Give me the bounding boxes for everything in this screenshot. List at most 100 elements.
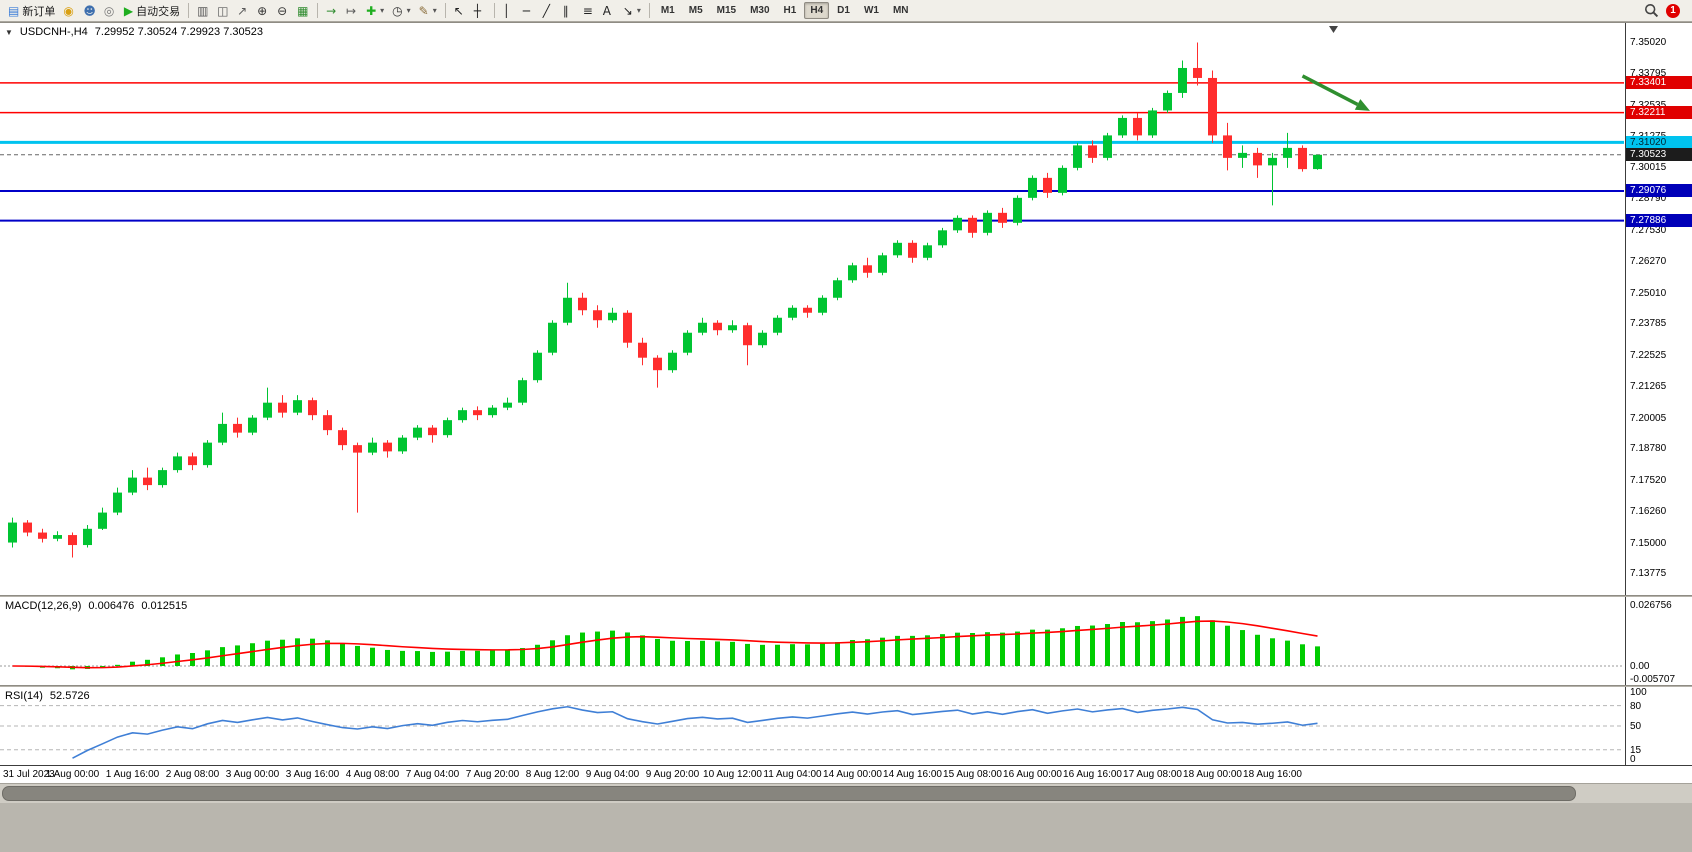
- tile-windows-button[interactable]: ▦: [293, 2, 313, 20]
- auto-scroll-button[interactable]: →: [322, 2, 342, 20]
- time-tick-label: 17 Aug 08:00: [1123, 769, 1182, 780]
- timeframe-h1-button[interactable]: H1: [783, 5, 797, 16]
- text-button[interactable]: A: [599, 2, 619, 20]
- chart-shift-icon: ↦: [346, 3, 357, 18]
- panel-separator[interactable]: [0, 595, 1692, 597]
- price-tick-label: 7.30015: [1630, 162, 1667, 174]
- indicators-button[interactable]: ✚ ▾: [362, 2, 388, 20]
- zoom-in-button[interactable]: ⊕: [253, 2, 273, 20]
- price-tick-label: 7.22525: [1630, 349, 1667, 361]
- text-icon: A: [602, 3, 611, 18]
- collapse-icon[interactable]: ▼: [5, 27, 13, 37]
- crosshair-button[interactable]: ┼: [470, 2, 490, 20]
- autotrading-icon: ▶: [123, 3, 134, 18]
- macd-label: MACD(12,26,9): [5, 600, 82, 612]
- timeframe-m5-button[interactable]: M5: [688, 5, 703, 16]
- timeframe-mn-button[interactable]: MN: [892, 5, 909, 16]
- time-tick-label: 15 Aug 08:00: [943, 769, 1002, 780]
- equidistant-channel-button[interactable]: ∥: [559, 2, 579, 20]
- time-tick-label: 14 Aug 00:00: [823, 769, 882, 780]
- candlestick-mode-button[interactable]: ◫: [213, 2, 233, 20]
- horizontal-line-button[interactable]: ─: [519, 2, 539, 20]
- macd-main-value: 0.006476: [88, 600, 135, 612]
- chart-shift-button[interactable]: ↦: [342, 2, 362, 20]
- price-tick-label: 7.26270: [1630, 256, 1667, 268]
- trendline-button[interactable]: ╱: [539, 2, 559, 20]
- scrollbar-thumb[interactable]: [2, 786, 1576, 801]
- timeframe-m1-button[interactable]: M1: [660, 5, 675, 16]
- line-chart-mode-button[interactable]: ↗: [233, 2, 253, 20]
- arrows-button[interactable]: ↘ ▾: [619, 2, 645, 20]
- arrows-dropdown-icon[interactable]: ▾: [636, 6, 641, 15]
- mql5-community-icon: ◎: [103, 3, 115, 18]
- toolbar-separator: [188, 3, 190, 18]
- rsi-indicator-chart: [0, 705, 1624, 759]
- time-tick-label: 11 Aug 04:00: [763, 769, 822, 780]
- price-line-badge: 7.29076: [1626, 184, 1692, 198]
- cursor-button[interactable]: ↖: [450, 2, 470, 20]
- panel-separator[interactable]: [0, 685, 1692, 687]
- price-line-badge: 7.27886: [1626, 214, 1692, 228]
- rsi-tick-label: 50: [1630, 721, 1642, 732]
- price-tick-label: 7.16260: [1630, 506, 1667, 518]
- time-tick-label: 3 Aug 16:00: [285, 769, 340, 780]
- macd-axis[interactable]: 0.026756 0.00 -0.005707: [1625, 597, 1692, 685]
- time-tick-label: 14 Aug 16:00: [883, 769, 942, 780]
- price-line-badge: 7.32211: [1626, 106, 1692, 120]
- rsi-tick-label: 0: [1630, 754, 1636, 765]
- price-tick-label: 7.35020: [1630, 37, 1667, 49]
- equidistant-channel-icon: ∥: [562, 3, 569, 18]
- time-tick-label: 16 Aug 00:00: [1003, 769, 1062, 780]
- price-tick-label: 7.15000: [1630, 537, 1667, 549]
- time-axis[interactable]: 31 Jul 2023 1 Aug 00:00 1 Aug 16:00 2 Aug 0…: [0, 765, 1692, 783]
- price-line-badge: 7.33401: [1626, 76, 1692, 90]
- timeframe-m30-button[interactable]: M30: [750, 5, 770, 16]
- rsi-tick-label: 100: [1630, 687, 1647, 698]
- time-tick-label: 4 Aug 08:00: [345, 769, 400, 780]
- autotrading-button[interactable]: ▶ 自动交易: [120, 2, 184, 20]
- toolbar-separator: [317, 3, 319, 18]
- search-icon[interactable]: [1644, 3, 1659, 18]
- templates-dropdown-icon[interactable]: ▾: [432, 6, 437, 15]
- mql5-community-button[interactable]: ◎: [100, 2, 120, 20]
- indicators-dropdown-icon[interactable]: ▾: [380, 6, 385, 15]
- price-tick-label: 7.20005: [1630, 412, 1667, 424]
- periods-dropdown-icon[interactable]: ▾: [406, 6, 411, 15]
- periods-icon: ◷: [392, 3, 403, 18]
- market-watch-button[interactable]: ☻: [79, 2, 100, 20]
- bottom-filler: [0, 803, 1692, 852]
- notification-badge[interactable]: 1: [1666, 3, 1680, 18]
- macd-tick-label: 0.026756: [1630, 600, 1672, 611]
- hlines-layer: [0, 82, 1624, 222]
- price-tick-label: 7.18780: [1630, 443, 1667, 455]
- rsi-value: 52.5726: [49, 690, 90, 702]
- chart-profiles-button[interactable]: ◉: [59, 2, 79, 20]
- timeframe-w1-button[interactable]: W1: [863, 5, 879, 16]
- chart-symbol-period: USDCNH-,H4: [19, 26, 88, 38]
- time-tick-label: 1 Aug 16:00: [105, 769, 160, 780]
- rsi-tick-label: 80: [1630, 700, 1642, 712]
- candlestick-chart[interactable]: [0, 23, 1624, 595]
- chart-ohlc-values: 7.29952 7.30524 7.29923 7.30523: [94, 26, 263, 38]
- timeframe-d1-button[interactable]: D1: [837, 5, 850, 16]
- vertical-line-button[interactable]: │: [499, 2, 519, 20]
- time-tick-label: 9 Aug 04:00: [585, 769, 640, 780]
- timeframe-m15-button[interactable]: M15: [716, 5, 737, 16]
- timeframe-h4-button[interactable]: H4: [804, 2, 830, 19]
- timeframe-buttons: M1 M5 M15 M30 H1 H4 D1 W1 MN: [654, 2, 916, 19]
- rsi-axis[interactable]: 100 80 50 15 0: [1625, 687, 1692, 765]
- indicators-icon: ✚: [366, 3, 377, 18]
- new-order-icon: ▤: [8, 3, 20, 18]
- price-axis[interactable]: 7.350207.337957.325357.312757.300157.287…: [1625, 23, 1692, 595]
- bar-chart-mode-button[interactable]: ▥: [193, 2, 213, 20]
- time-tick-label: 7 Aug 20:00: [465, 769, 520, 780]
- zoom-out-button[interactable]: ⊖: [273, 2, 293, 20]
- periods-button[interactable]: ◷ ▾: [388, 2, 415, 20]
- price-tick-label: 7.23785: [1630, 318, 1667, 330]
- new-order-button[interactable]: ▤ 新订单: [4, 2, 59, 20]
- crosshair-icon: ┼: [473, 3, 481, 18]
- macd-tick-label: -0.005707: [1630, 674, 1676, 685]
- fibonacci-button[interactable]: ≡: [579, 2, 599, 20]
- templates-button[interactable]: ✎ ▾: [415, 2, 441, 20]
